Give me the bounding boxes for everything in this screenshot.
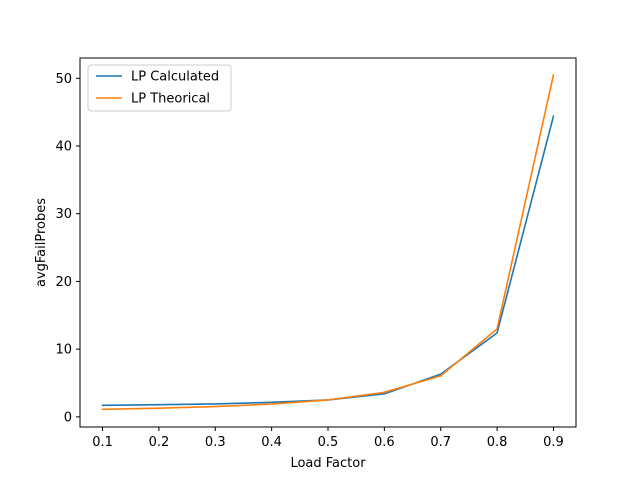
series-line-1 bbox=[101, 73, 555, 411]
legend-label-1: LP Theorical bbox=[131, 92, 210, 107]
x-tick-label: 0.5 bbox=[318, 435, 339, 450]
y-tick-label: 20 bbox=[55, 275, 72, 290]
series-layer bbox=[101, 73, 555, 411]
x-axis-label: Load Factor bbox=[290, 456, 366, 471]
y-tick-label: 50 bbox=[55, 72, 72, 87]
x-tick-label: 0.7 bbox=[430, 435, 451, 450]
x-tick-label: 0.9 bbox=[543, 435, 564, 450]
legend: LP Calculated LP Theorical bbox=[87, 64, 232, 112]
legend-box bbox=[87, 64, 232, 112]
y-axis-ticks: 0 10 20 30 40 50 bbox=[55, 72, 80, 425]
x-tick-label: 0.4 bbox=[261, 435, 282, 450]
plot-area bbox=[80, 58, 576, 427]
y-tick-label: 30 bbox=[55, 207, 72, 222]
x-tick-label: 0.8 bbox=[487, 435, 508, 450]
y-tick-label: 10 bbox=[55, 343, 72, 358]
x-axis-ticks: 0.1 0.2 0.3 0.4 0.5 0.6 0.7 0.8 0.9 bbox=[92, 427, 564, 450]
x-tick-label: 0.1 bbox=[92, 435, 113, 450]
x-tick-label: 0.2 bbox=[149, 435, 170, 450]
y-tick-label: 0 bbox=[64, 410, 72, 425]
x-tick-label: 0.6 bbox=[374, 435, 395, 450]
y-axis-label: avgFailProbes bbox=[34, 198, 49, 287]
legend-label-0: LP Calculated bbox=[131, 70, 219, 85]
x-tick-label: 0.3 bbox=[205, 435, 226, 450]
y-tick-label: 40 bbox=[55, 140, 72, 155]
